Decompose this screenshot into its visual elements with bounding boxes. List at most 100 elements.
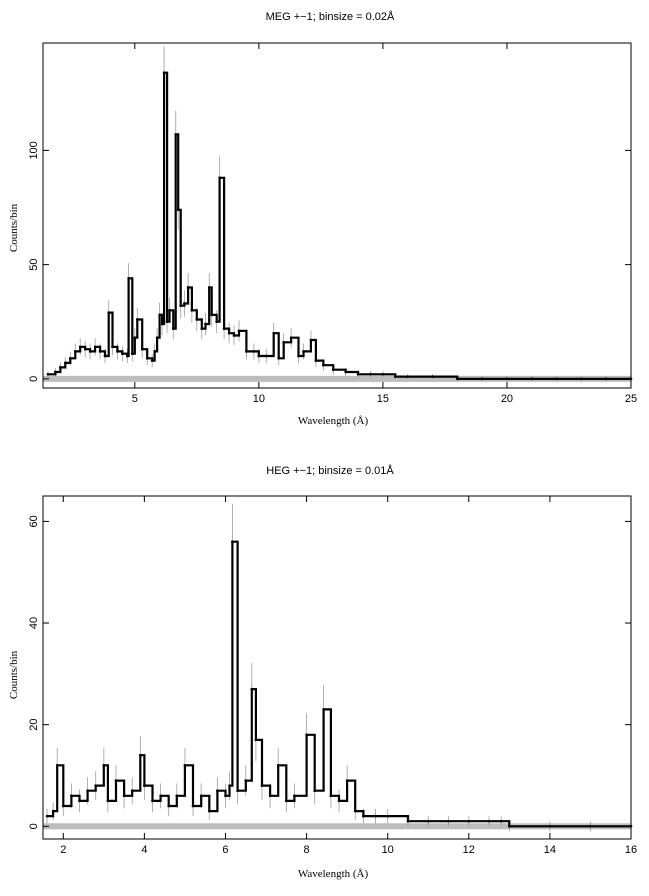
meg-data-point (331, 368, 335, 372)
meg-data-point (150, 359, 154, 362)
heg-data-point (285, 799, 288, 803)
meg-data-point (200, 327, 204, 330)
heg-data-point (55, 764, 59, 767)
heg-data-point (224, 794, 227, 798)
heg-x-tick-label: 2 (60, 844, 66, 856)
meg-data-point (59, 366, 62, 369)
meg-data-point (381, 372, 385, 376)
meg-data-point (282, 341, 285, 344)
meg-data-point (54, 370, 57, 374)
meg-zero-band (43, 375, 631, 382)
heg-data-point (122, 794, 126, 798)
heg-data-point (508, 824, 511, 828)
meg-data-point (145, 356, 149, 360)
meg-data-point (135, 318, 139, 321)
meg-data-point (93, 345, 97, 349)
meg-data-point (168, 309, 171, 312)
meg-data-point (162, 71, 166, 75)
meg-y-tick-label: 0 (28, 376, 40, 382)
heg-data-point (293, 794, 296, 798)
heg-x-tick-label: 16 (625, 844, 637, 856)
meg-data-point (160, 322, 164, 326)
heg-data-point (143, 784, 146, 787)
heg-data-point (70, 794, 73, 798)
meg-data-point (218, 176, 221, 180)
meg-data-point (107, 311, 111, 314)
meg-data-point (456, 377, 459, 381)
meg-data-point (190, 309, 194, 312)
heg-x-tick-label: 6 (222, 844, 228, 856)
meg-panel: MEG +−1; binsize = 0.02Å Wavelength (Å) … (8, 10, 637, 427)
heg-data-point (191, 804, 195, 808)
heg-x-tick-label: 10 (382, 844, 394, 856)
meg-y-axis-label: Counts/bin (8, 203, 20, 252)
meg-data-point (88, 350, 92, 353)
meg-data-point (480, 377, 484, 381)
heg-data-point (374, 814, 377, 818)
meg-data-point (195, 318, 199, 321)
heg-data-point (94, 784, 98, 787)
meg-data-point (237, 329, 241, 333)
heg-data-point (353, 809, 357, 813)
meg-data-point (555, 377, 558, 381)
meg-data-point (165, 320, 169, 324)
meg-data-point (344, 370, 347, 374)
heg-data-point (78, 799, 81, 803)
meg-data-point (131, 352, 134, 356)
meg-data-point (322, 363, 325, 367)
meg-data-point (155, 336, 159, 340)
meg-data-point (227, 331, 231, 335)
heg-data-point (447, 819, 450, 823)
heg-data-point (236, 789, 239, 793)
meg-data-point (64, 361, 67, 365)
meg-x-tick-label: 10 (253, 393, 265, 405)
meg-y-tick-label: 50 (28, 258, 40, 270)
meg-data-point (289, 336, 293, 340)
meg-plot-area: 5 10 15 20 25 0 50 100 (28, 42, 637, 405)
heg-data-point (61, 804, 65, 808)
meg-data-point (126, 354, 129, 358)
heg-data-point (499, 819, 503, 823)
meg-data-point (356, 372, 360, 376)
heg-y-tick-label: 20 (28, 719, 40, 731)
heg-data-point (114, 779, 118, 782)
heg-data-point (305, 733, 308, 737)
heg-data-point (254, 738, 258, 742)
heg-data-point (183, 764, 187, 767)
meg-data-point (505, 377, 509, 381)
meg-data-point (580, 377, 583, 381)
heg-data-point (51, 809, 55, 813)
meg-data-point (302, 350, 305, 353)
heg-plot-frame (42, 495, 632, 840)
meg-data-point (272, 331, 276, 335)
meg-data-point (207, 286, 211, 289)
heg-data-point (329, 794, 333, 798)
meg-data-point (406, 375, 410, 378)
meg-data-point (186, 286, 190, 289)
heg-y-tick-label: 0 (28, 823, 40, 829)
heg-data-point (106, 799, 110, 803)
heg-data-point (45, 814, 49, 818)
heg-data-point (102, 764, 106, 767)
heg-data-point (151, 799, 154, 803)
meg-data-point (174, 133, 178, 136)
meg-data-point (171, 327, 175, 330)
heg-data-point (231, 540, 234, 544)
heg-data-point (386, 814, 389, 818)
heg-data-point (589, 824, 592, 828)
meg-data-point (111, 345, 114, 349)
meg-data-point (158, 313, 161, 317)
meg-data-point (98, 350, 102, 353)
heg-data-point (86, 789, 89, 793)
meg-y-tick-label: 100 (28, 141, 40, 159)
heg-data-point (276, 764, 280, 767)
heg-data-point (199, 794, 203, 798)
meg-data-point (68, 356, 72, 360)
heg-chart-title: HEG +−1; binsize = 0.01Å (266, 464, 394, 477)
meg-series-line (48, 71, 631, 380)
heg-data-point (406, 819, 410, 823)
heg-data-point (487, 819, 491, 823)
heg-data-point (268, 794, 272, 798)
meg-data-point (121, 352, 124, 356)
heg-data-point (175, 794, 179, 798)
